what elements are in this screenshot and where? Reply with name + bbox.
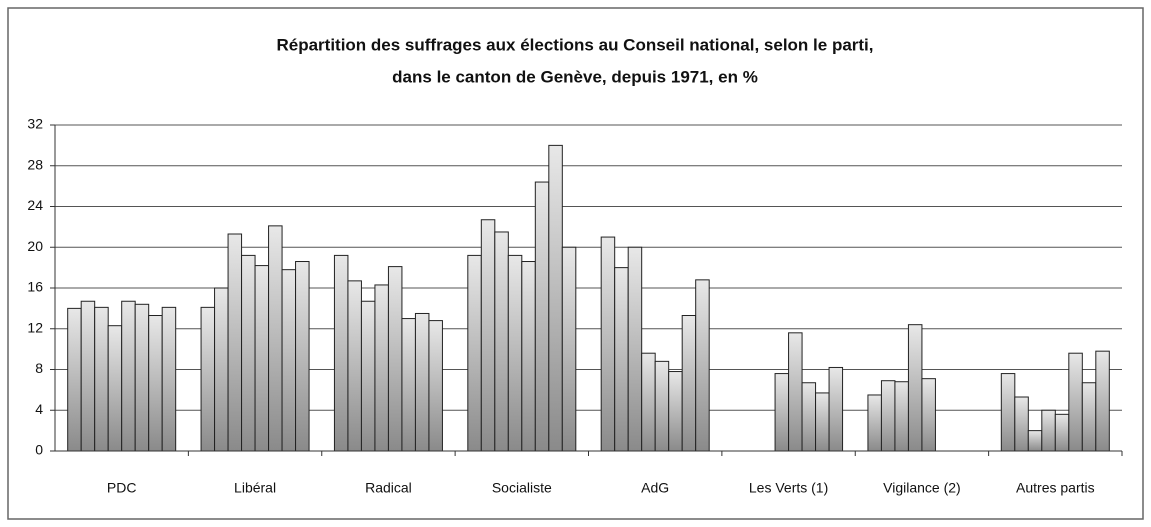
bar [507,254,523,452]
bar [521,261,536,452]
bar [227,233,243,452]
bar [828,366,844,452]
x-tick-label: Socialiste [492,480,552,496]
bar [600,236,616,452]
y-tick-label: 24 [27,197,43,213]
bar [148,315,163,452]
y-tick-label: 4 [35,401,43,417]
bar [921,378,936,452]
bar [894,381,909,452]
x-tick-label: Autres partis [1016,480,1095,496]
bar [80,300,96,452]
y-tick-label: 20 [27,238,43,254]
bar [121,300,136,452]
bar [161,306,177,452]
bar [774,373,790,452]
bar [880,380,896,452]
x-tick-label: Radical [365,480,412,496]
bar [654,360,670,452]
bar [867,394,882,452]
bar [241,254,256,452]
bar [67,307,82,452]
bar [1081,382,1097,452]
x-tick-label: PDC [107,480,137,496]
bar [561,246,577,452]
bar [1041,409,1056,452]
chart-title: dans le canton de Genève, depuis 1971, e… [392,67,758,86]
bar [268,225,283,452]
bar [494,231,509,452]
x-tick-label: Les Verts (1) [749,480,828,496]
y-tick-label: 28 [27,156,43,172]
bar [94,306,109,452]
bar [788,332,803,452]
bar [347,280,362,452]
bar [414,312,430,452]
bar [801,382,817,452]
bar [695,279,710,452]
bar [1027,430,1043,452]
bar [214,287,229,452]
y-tick-label: 16 [27,279,43,295]
bar [134,303,150,452]
y-tick-label: 0 [35,442,43,458]
bar [333,254,349,452]
y-tick-label: 12 [27,319,43,335]
bar [428,320,443,452]
chart-title: Répartition des suffrages aux élections … [276,35,873,54]
bar [815,392,830,452]
bar [534,181,550,452]
bar [681,315,697,452]
bar [467,254,482,452]
bar [1014,396,1029,452]
bar [200,306,216,452]
bar [1095,350,1110,452]
bar [641,352,656,452]
bar [907,324,923,452]
bar [295,261,310,452]
bar [480,219,496,452]
bar [254,265,270,452]
y-tick-label: 8 [35,360,43,376]
y-tick-label: 32 [27,116,43,132]
bar [548,144,563,452]
bar [360,300,376,452]
bar [1054,413,1070,452]
bar [627,246,643,452]
bar [1068,352,1083,452]
x-tick-label: Libéral [234,480,276,496]
bar [614,267,629,452]
bar [1000,373,1016,452]
bar [281,269,297,452]
x-tick-label: Vigilance (2) [883,480,961,496]
bar [387,266,403,452]
bar [401,318,416,452]
bar [668,371,683,452]
bar [107,325,123,452]
x-tick-label: AdG [641,480,669,496]
bar [374,284,389,452]
